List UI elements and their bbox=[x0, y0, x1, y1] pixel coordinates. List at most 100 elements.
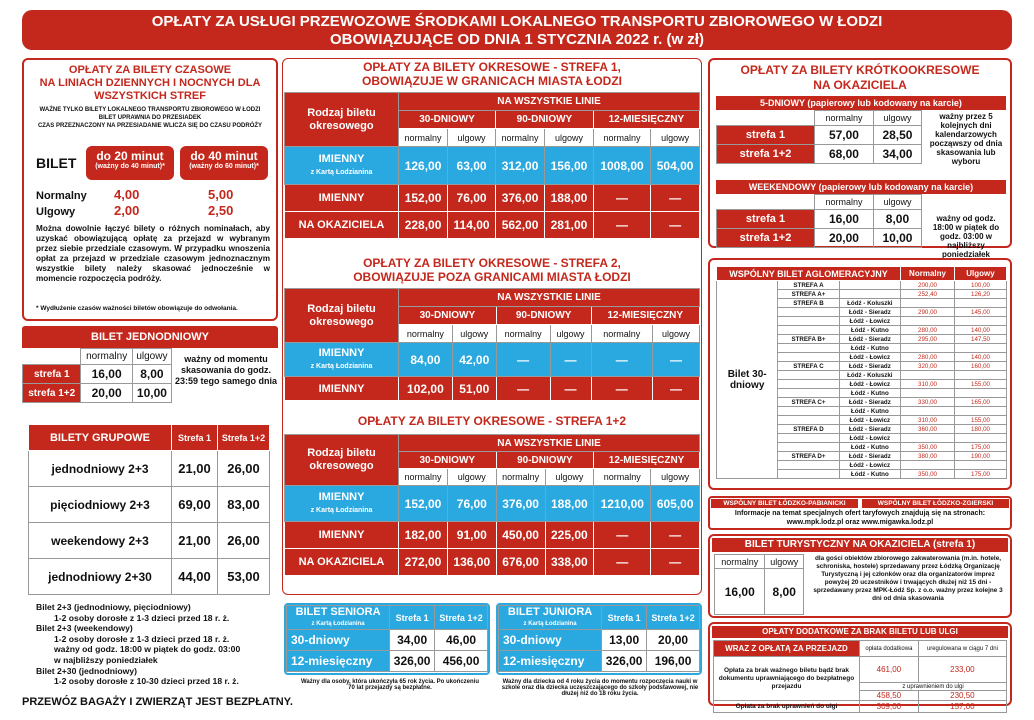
price-cell: 91,00 bbox=[446, 521, 497, 549]
agglo-zone bbox=[777, 406, 840, 416]
agglo-normal-price: 252,40 bbox=[900, 289, 955, 299]
agglo-route: Łódź - Sieradz bbox=[838, 334, 902, 344]
col-reduced: ulgowy bbox=[872, 194, 923, 210]
ticket-40min-label: do 40 minut bbox=[190, 149, 258, 163]
price-cell: — bbox=[549, 342, 592, 377]
agglo-normal-price: 360,00 bbox=[900, 424, 955, 434]
row-label: IMIENNY bbox=[284, 184, 399, 212]
daily-note: ważny od momentu skasowania do godz. 23:… bbox=[174, 354, 278, 386]
col-reduced: ulgowy bbox=[451, 324, 497, 343]
agglo-route: Łódź - Łowicz bbox=[838, 433, 902, 443]
agglo-route: Łódź - Łowicz bbox=[838, 460, 902, 470]
price-cell: 376,00 bbox=[494, 184, 546, 212]
zone-label: strefa 1 bbox=[716, 125, 815, 145]
col-normal: normalny bbox=[495, 468, 546, 486]
agglo-route: Łódź - Łowicz bbox=[838, 316, 902, 326]
time-tickets-title-2: NA LINIACH DZIENNYCH I NOCNYCH DLA bbox=[39, 77, 261, 89]
col-reduced: ulgowy bbox=[549, 324, 592, 343]
price-cell: 114,00 bbox=[447, 211, 496, 239]
price-cell: — bbox=[495, 376, 551, 401]
price-cell: 676,00 bbox=[495, 548, 546, 576]
price-cell: 450,00 bbox=[495, 521, 546, 549]
price-cell: — bbox=[650, 184, 700, 212]
senior-price-1: 34,00 bbox=[389, 629, 436, 651]
time-note-3: CZAS PRZEZNACZONY NA PRZESIADANIE WLICZA… bbox=[37, 123, 263, 129]
table-row: Łódź - Kutno 350,00 175,00 bbox=[717, 469, 1007, 479]
zone1-12m: 12-MIESIĘCZNY bbox=[592, 110, 701, 129]
agglo-normal-price: 280,00 bbox=[900, 352, 955, 362]
agglo-reduced-price: 140,00 bbox=[954, 352, 1007, 362]
price-cell: — bbox=[650, 211, 700, 239]
agglo-normal-price bbox=[900, 343, 955, 353]
tourist-ticket-panel: BILET TURYSTYCZNY NA OKAZICIELA (strefa … bbox=[708, 534, 1012, 618]
col-normal: normalny bbox=[494, 128, 546, 147]
group-note: 1-2 osoby dorosłe z 10-30 dzieci przed 1… bbox=[54, 676, 239, 687]
agglo-zone bbox=[777, 325, 840, 335]
agglomeration-title: WSPÓLNY BILET AGLOMERACYJNY bbox=[716, 266, 901, 281]
time-tickets-title: OPŁATY ZA BILETY CZASOWE bbox=[68, 64, 232, 76]
table-row: IMIENNY z Kartą Łodzianina 126,00 63,00 312,… bbox=[284, 146, 700, 185]
daily-reduced-price: 10,00 bbox=[131, 383, 173, 403]
zone2-title: OPŁATY ZA BILETY OKRESOWE - STREFA 2, bbox=[363, 256, 621, 270]
table-row: strefa 1+2 68,00 34,00 bbox=[716, 144, 923, 164]
table-row: weekendowy 2+3 21,00 26,00 bbox=[28, 522, 270, 559]
group-note: Bilet 2+30 (jednodniowy) bbox=[36, 665, 137, 676]
agglo-reduced-price: 100,00 bbox=[954, 280, 1007, 290]
time-note-1: WAŻNE TYLKO BILETY LOKALNEGO TRANSPORTU … bbox=[39, 107, 261, 113]
joint-ticket-zgierz: WSPÓLNY BILET ŁÓDZKO-ZGIERSKI bbox=[862, 499, 1009, 508]
luggage-note: PRZEWÓZ BAGAŻY I ZWIERZĄT JEST BEZPŁATNY… bbox=[22, 696, 293, 708]
group-col-zone12: Strefa 1+2 bbox=[217, 424, 270, 451]
price-20-normal: 4,00 bbox=[114, 187, 140, 202]
agglo-normal-price bbox=[900, 298, 955, 308]
col-reduced: ulgowy bbox=[544, 128, 594, 147]
table-row: Łódź - Kutno bbox=[717, 406, 1007, 416]
zone1-table: Rodzaj biletu okresowego NA WSZYSTKIE LIN… bbox=[284, 92, 701, 239]
group-name: pięciodniowy 2+3 bbox=[28, 486, 172, 523]
senior-price-12: 456,00 bbox=[434, 650, 488, 672]
table-row: strefa 1 16,00 8,00 bbox=[21, 364, 173, 384]
price-cell: — bbox=[593, 521, 652, 549]
reduced-label: Ulgowy bbox=[36, 206, 76, 218]
row-label: IMIENNY bbox=[284, 376, 399, 401]
agglo-zone: STREFA D+ bbox=[777, 451, 840, 461]
agglo-reduced-price: 190,00 bbox=[954, 451, 1007, 461]
group-note: w najbliższy poniedziałek bbox=[54, 654, 158, 665]
group-col-zone1: Strefa 1 bbox=[171, 424, 218, 451]
senior-note: Ważny dla osoby, która ukończyła 65 rok … bbox=[300, 679, 480, 691]
senior-title: BILET SENIORA bbox=[295, 605, 381, 618]
zone12-90d: 90-DNIOWY bbox=[495, 451, 595, 469]
joint-links[interactable]: www.mpk.lodz.pl oraz www.migawka.lodz.pl bbox=[786, 519, 934, 526]
agglo-route: Łódź - Sieradz bbox=[838, 307, 902, 317]
col-normal: normalny bbox=[592, 128, 652, 147]
extra-reduced-note: z uprawnieniem do ulgi bbox=[859, 682, 1007, 691]
agglo-normal-price: 350,00 bbox=[900, 442, 955, 452]
ticket-20min-label: do 20 minut bbox=[96, 149, 164, 163]
header-banner: OPŁATY ZA USŁUGI PRZEWOZOWE ŚRODKAMI LOK… bbox=[22, 10, 1012, 50]
5day-header: 5-DNIOWY (papierowy lub kodowany na karc… bbox=[716, 96, 1006, 110]
tourist-title: BILET TURYSTYCZNY NA OKAZICIELA (strefa … bbox=[712, 538, 1008, 552]
col-normal: normalny bbox=[397, 128, 449, 147]
daily-normal-price: 16,00 bbox=[80, 364, 133, 384]
short-term-title: OPŁATY ZA BILETY KRÓTKOOKRESOWE bbox=[740, 63, 980, 77]
tourist-normal-price: 16,00 bbox=[713, 568, 766, 615]
price-cell: — bbox=[592, 184, 652, 212]
junior-row-label: 12-miesięczny bbox=[497, 650, 603, 672]
agglo-reduced-price: 145,00 bbox=[954, 307, 1007, 317]
agglo-normal-price bbox=[900, 316, 955, 326]
agglo-zone bbox=[777, 415, 840, 425]
price-20-reduced: 2,00 bbox=[114, 203, 140, 218]
5day-table: normalny ulgowy strefa 1 57,00 28,50 strefa… bbox=[716, 110, 923, 164]
price-cell: — bbox=[652, 376, 700, 401]
group-tickets-panel: BILETY GRUPOWE Strefa 1 Strefa 1+2 jednodn… bbox=[28, 424, 270, 595]
normal-label: Normalny bbox=[36, 190, 87, 202]
agglo-normal-price: 380,00 bbox=[900, 451, 955, 461]
joint-ticket-pabianice: WSPÓLNY BILET ŁÓDZKO-PABIANICKI bbox=[711, 499, 858, 508]
time-footnote: * Wydłużenie czasów ważności biletów obo… bbox=[36, 305, 238, 312]
price-cell: 84,00 bbox=[398, 342, 453, 377]
daily-normal-price: 20,00 bbox=[80, 383, 133, 403]
ticket-40min: do 40 minut (ważny do 60 minut)* bbox=[180, 146, 268, 180]
extra-no-entitlement: Opłata za brak uprawnień do ulgi bbox=[713, 700, 860, 713]
5day-note: ważny przez 5 kolejnych dni kalendarzowy… bbox=[929, 112, 1003, 166]
price-cell: 156,00 bbox=[544, 146, 594, 185]
